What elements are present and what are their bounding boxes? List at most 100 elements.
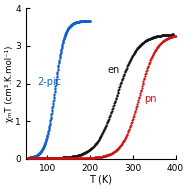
Point [45, 136, 48, 139]
Point [161, 34, 164, 37]
Point [67, 26, 70, 29]
Point [100, 132, 103, 136]
Point [50, 114, 53, 117]
Point [73, 155, 76, 158]
Point [100, 155, 103, 158]
Point [167, 33, 170, 36]
Point [37, 152, 40, 155]
Point [62, 39, 65, 42]
Point [97, 138, 100, 141]
Point [60, 44, 64, 47]
Point [84, 156, 87, 159]
Point [115, 148, 118, 151]
Point [132, 114, 135, 117]
Point [55, 157, 58, 160]
Point [169, 36, 172, 39]
Point [36, 157, 39, 160]
Point [39, 150, 42, 153]
Point [79, 20, 82, 23]
Point [102, 129, 105, 132]
Point [78, 20, 81, 23]
Point [89, 156, 92, 159]
Point [79, 20, 82, 23]
Point [77, 153, 81, 156]
Point [95, 156, 98, 159]
Point [136, 47, 139, 50]
Point [161, 40, 164, 43]
Point [81, 20, 84, 23]
Point [127, 63, 130, 66]
Point [166, 37, 169, 40]
Point [153, 50, 156, 53]
Point [152, 52, 155, 55]
Point [48, 122, 51, 125]
Point [35, 154, 38, 157]
Point [131, 54, 134, 57]
Point [101, 155, 104, 158]
Point [32, 157, 35, 160]
Point [68, 155, 71, 158]
Point [35, 156, 38, 160]
Point [137, 97, 140, 100]
Point [53, 156, 56, 159]
Point [141, 42, 144, 45]
Point [69, 24, 72, 27]
Point [150, 55, 153, 58]
Point [67, 155, 70, 158]
Point [27, 157, 30, 160]
Point [170, 35, 173, 38]
Point [146, 38, 149, 41]
Point [85, 150, 88, 153]
Point [75, 154, 78, 157]
Point [75, 21, 78, 24]
Point [56, 156, 59, 159]
Point [36, 153, 39, 156]
Point [35, 154, 38, 157]
Point [87, 19, 90, 22]
Point [67, 157, 70, 160]
Point [29, 156, 32, 159]
Point [87, 19, 90, 22]
Point [76, 20, 79, 23]
Point [143, 40, 146, 43]
Point [84, 151, 87, 154]
Point [49, 118, 52, 121]
Point [54, 156, 57, 159]
Point [92, 145, 95, 148]
Point [81, 20, 84, 23]
Point [81, 156, 84, 160]
Point [148, 60, 151, 63]
Point [27, 156, 30, 159]
Point [74, 21, 77, 24]
Point [101, 131, 104, 134]
Point [97, 139, 100, 142]
Point [111, 106, 114, 109]
Point [120, 142, 123, 145]
Point [80, 153, 83, 156]
Point [85, 156, 88, 159]
Point [71, 22, 74, 26]
Point [66, 29, 69, 32]
Point [129, 125, 132, 128]
Point [74, 21, 77, 24]
Point [139, 91, 142, 94]
Point [45, 157, 48, 160]
Point [149, 37, 152, 40]
Point [116, 90, 119, 93]
Point [79, 156, 82, 160]
Point [174, 34, 177, 37]
Point [46, 132, 50, 135]
Point [32, 157, 35, 160]
Point [82, 20, 85, 23]
Point [108, 153, 112, 156]
Point [85, 19, 88, 22]
Point [67, 27, 70, 30]
Point [145, 39, 148, 42]
Point [103, 128, 106, 131]
Point [95, 156, 98, 159]
Point [68, 155, 71, 158]
Point [43, 144, 46, 147]
Point [73, 22, 76, 25]
Point [114, 149, 117, 152]
Point [130, 56, 133, 59]
